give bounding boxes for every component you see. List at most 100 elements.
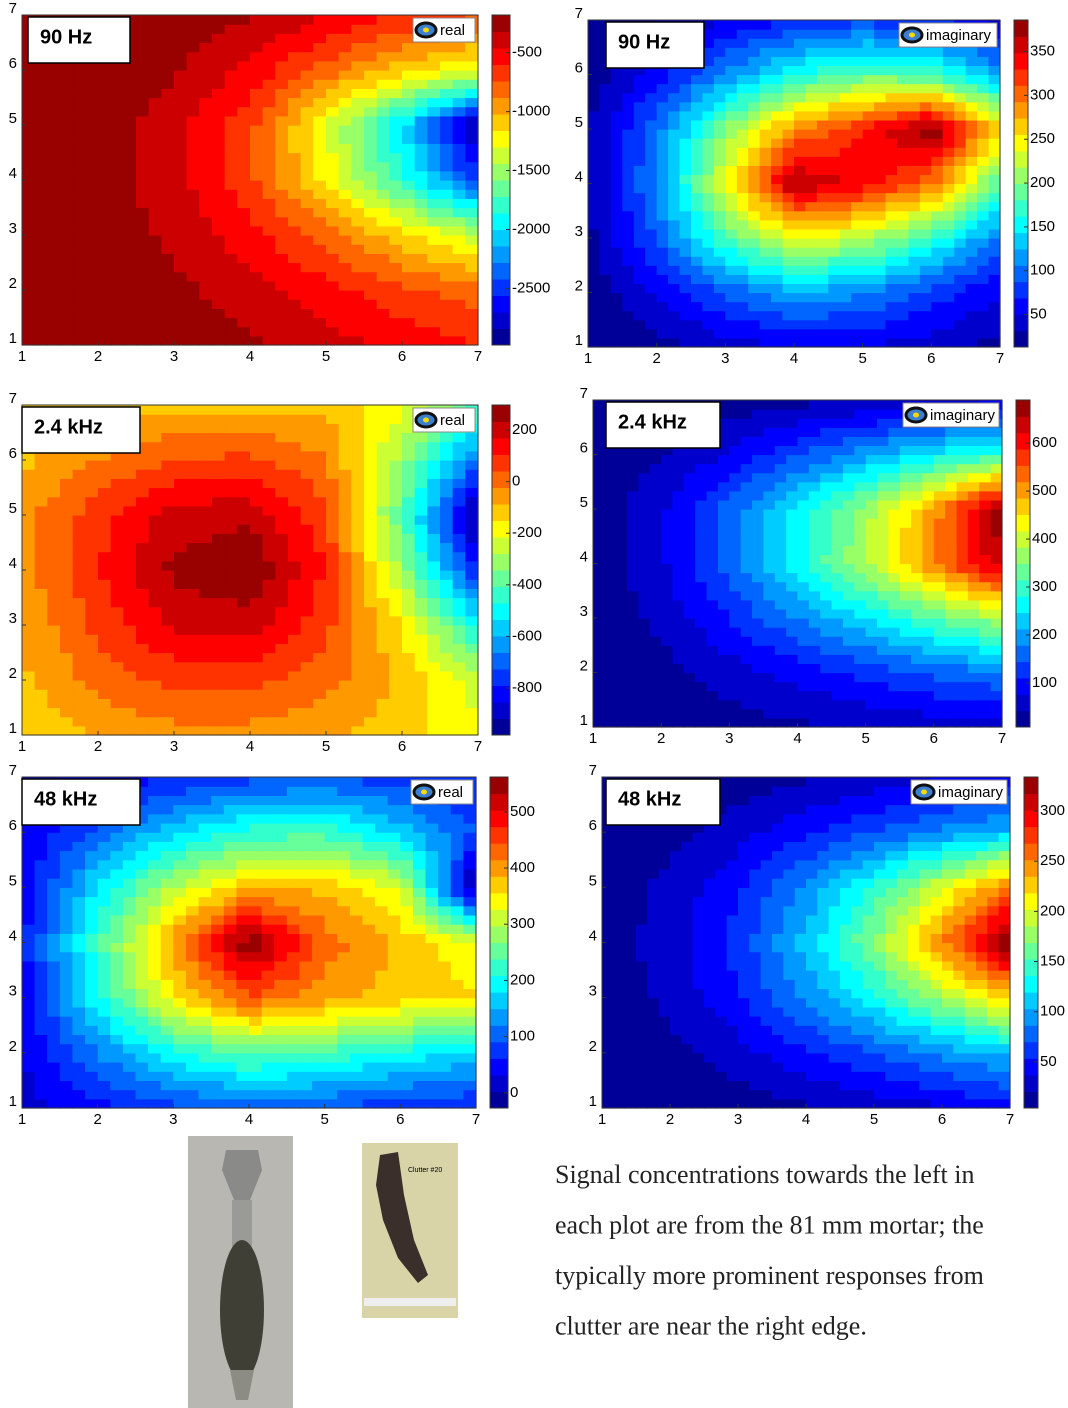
contour-cell [364, 551, 378, 562]
contour-cell [110, 60, 124, 71]
contour-cell [110, 670, 124, 681]
contour-cell [364, 615, 378, 626]
contour-cell [414, 505, 428, 516]
contour-cell [452, 326, 466, 337]
contour-cell [199, 271, 213, 282]
x-tick-label: 2 [94, 738, 102, 755]
contour-cell [351, 625, 365, 635]
contour-cell [774, 545, 787, 556]
contour-cell [593, 499, 605, 510]
contour-cell [588, 119, 601, 130]
contour-cell [977, 156, 990, 166]
contour-cell [313, 515, 327, 525]
contour-cell [452, 689, 466, 699]
contour-cell [110, 134, 124, 144]
contour-cell [34, 317, 48, 328]
contour-cell [22, 689, 36, 699]
contour-cell [262, 588, 276, 599]
contour-cell [661, 618, 674, 628]
contour-cell [599, 301, 612, 312]
contour-cell [110, 216, 124, 227]
contour-cell [874, 101, 887, 112]
contour-cell [816, 247, 829, 257]
contour-cell [85, 588, 99, 599]
colorbar-step [492, 718, 510, 736]
contour-cell [313, 533, 327, 544]
contour-cell [965, 256, 978, 266]
contour-cell [389, 290, 403, 300]
contour-cell [931, 110, 944, 121]
contour-cell [965, 156, 978, 166]
contour-cell [351, 97, 365, 108]
contour-cell [174, 198, 188, 209]
contour-cell [136, 579, 150, 589]
contour-cell [300, 625, 314, 635]
contour-cell [250, 597, 264, 608]
contour-cell [717, 509, 730, 519]
contour-cell [713, 283, 726, 294]
contour-cell [452, 152, 466, 163]
contour-cell [161, 60, 175, 71]
contour-cell [427, 225, 441, 236]
colorbar-step [492, 454, 510, 472]
contour-cell [338, 70, 352, 80]
contour-cell [661, 563, 674, 574]
contour-cell [123, 253, 137, 264]
contour-cell [691, 228, 704, 239]
contour-cell [237, 189, 251, 199]
contour-cell [351, 143, 365, 154]
contour-cell [199, 299, 213, 309]
contour-cell [136, 106, 150, 117]
contour-cell [874, 119, 887, 130]
contour-cell [47, 125, 61, 135]
contour-cell [161, 152, 175, 163]
contour-cell [34, 326, 48, 337]
x-tick-label: 1 [584, 350, 592, 367]
contour-cell [656, 292, 669, 303]
contour-cell [908, 129, 921, 139]
contour-cell [136, 42, 150, 53]
contour-cell [364, 299, 378, 309]
contour-cell [199, 615, 213, 626]
contour-cell [851, 192, 864, 203]
contour-cell [805, 92, 818, 103]
contour-cell [839, 219, 852, 230]
colorbar-step [1014, 216, 1028, 234]
contour-cell [748, 20, 761, 30]
contour-cell [72, 198, 86, 209]
contour-cell [72, 533, 86, 544]
contour-cell [161, 533, 175, 544]
contour-cell [679, 83, 692, 94]
contour-cell [402, 299, 416, 309]
contour-cell [47, 579, 61, 589]
contour-cell [47, 478, 61, 489]
contour-cell [351, 542, 365, 553]
contour-cell [638, 672, 651, 683]
contour-cell [123, 143, 137, 154]
contour-cell [440, 106, 454, 117]
contour-cell [300, 707, 314, 718]
contour-cell [326, 79, 340, 89]
contour-cell [919, 283, 932, 294]
contour-cell [706, 518, 719, 528]
contour-cell [60, 106, 74, 117]
contour-cell [72, 115, 86, 126]
contour-cell [967, 509, 980, 519]
contour-cell [250, 97, 264, 108]
contour-cell [212, 152, 226, 163]
contour-cell [452, 716, 466, 727]
contour-cell [174, 161, 188, 172]
contour-cell [588, 192, 601, 203]
contour-cell [874, 192, 887, 203]
contour-cell [288, 189, 302, 199]
contour-cell [820, 618, 833, 628]
contour-cell [288, 299, 302, 309]
contour-cell [60, 207, 74, 218]
contour-cell [661, 654, 674, 665]
contour-cell [931, 265, 944, 275]
contour-cell [414, 432, 428, 443]
contour-cell [706, 608, 719, 619]
contour-cell [22, 253, 36, 264]
contour-cell [174, 725, 188, 736]
contour-cell [713, 201, 726, 212]
